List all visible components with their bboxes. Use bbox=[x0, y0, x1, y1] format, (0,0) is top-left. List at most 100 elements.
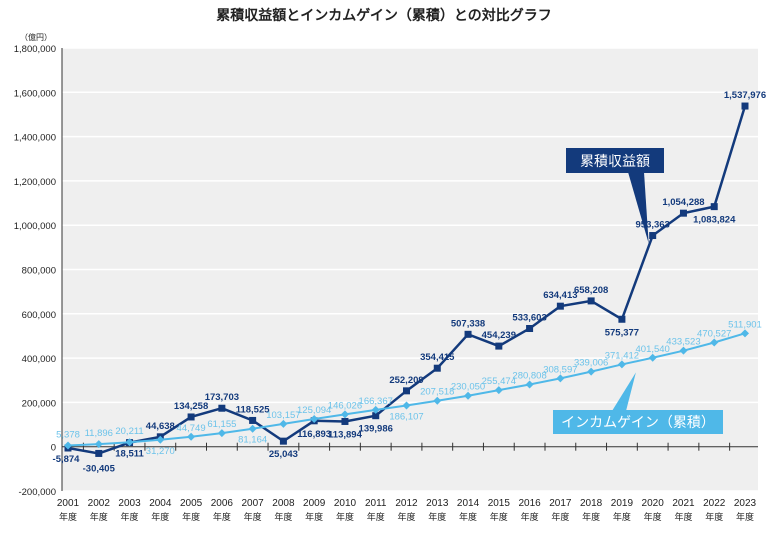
data-label: -30,405 bbox=[83, 463, 116, 474]
data-label: 953,363 bbox=[636, 220, 670, 231]
data-point bbox=[187, 413, 195, 421]
data-label: 25,043 bbox=[269, 449, 298, 460]
x-tick-suffix: 年度 bbox=[459, 511, 477, 522]
x-tick-suffix: 年度 bbox=[551, 511, 569, 522]
x-tick-suffix: 年度 bbox=[705, 511, 723, 522]
x-tick-label: 2006 bbox=[211, 498, 234, 509]
x-tick-suffix: 年度 bbox=[151, 511, 169, 522]
data-label: 31,270 bbox=[146, 446, 175, 457]
data-label: 103,157 bbox=[266, 410, 300, 421]
x-tick-label: 2009 bbox=[303, 498, 326, 509]
data-label: 280,808 bbox=[512, 371, 546, 382]
data-label: 658,208 bbox=[574, 285, 608, 296]
y-tick-label: 600,000 bbox=[22, 310, 56, 321]
data-point bbox=[156, 435, 165, 444]
y-tick-label: 1,200,000 bbox=[14, 177, 56, 188]
x-tick-suffix: 年度 bbox=[336, 511, 354, 522]
data-label: 207,518 bbox=[420, 387, 454, 398]
x-tick-suffix: 年度 bbox=[213, 511, 231, 522]
data-point bbox=[248, 424, 257, 433]
x-tick-label: 2003 bbox=[118, 498, 141, 509]
data-label: 533,603 bbox=[512, 313, 546, 324]
data-point bbox=[587, 367, 596, 376]
data-point bbox=[464, 330, 472, 338]
data-label: 634,413 bbox=[543, 290, 577, 301]
data-label: 173,703 bbox=[205, 392, 239, 403]
chart-title: 累積収益額とインカムゲイン（累積）との対比グラフ bbox=[216, 7, 552, 23]
data-label: 1,083,824 bbox=[693, 215, 736, 226]
data-label: 511,901 bbox=[728, 319, 762, 330]
data-label: 230,050 bbox=[451, 382, 485, 393]
data-label: 1,537,976 bbox=[724, 90, 766, 101]
y-tick-label: 1,800,000 bbox=[14, 44, 56, 55]
data-label: 371,412 bbox=[605, 350, 639, 361]
data-point bbox=[679, 346, 688, 355]
x-tick-suffix: 年度 bbox=[182, 511, 200, 522]
data-label: 401,540 bbox=[636, 344, 670, 355]
legend-box-income-gain bbox=[553, 410, 723, 434]
data-point bbox=[710, 338, 719, 347]
x-tick-suffix: 年度 bbox=[121, 511, 139, 522]
data-point bbox=[556, 374, 565, 383]
data-point bbox=[526, 325, 534, 333]
data-point bbox=[710, 203, 718, 211]
y-tick-label: 1,600,000 bbox=[14, 88, 56, 99]
data-label: 186,107 bbox=[389, 411, 423, 422]
x-tick-label: 2001 bbox=[57, 498, 80, 509]
data-label: 61,155 bbox=[207, 419, 236, 430]
data-label: 44,749 bbox=[177, 423, 206, 434]
data-point bbox=[679, 209, 687, 217]
data-point bbox=[95, 449, 103, 457]
y-tick-label: 1,000,000 bbox=[14, 221, 56, 232]
data-label: 134,258 bbox=[174, 401, 208, 412]
x-tick-suffix: 年度 bbox=[244, 511, 262, 522]
y-tick-label: 0 bbox=[51, 443, 56, 454]
data-point bbox=[649, 232, 657, 240]
data-point bbox=[403, 387, 410, 395]
data-point bbox=[279, 437, 287, 445]
x-tick-label: 2007 bbox=[242, 498, 265, 509]
data-label: 252,209 bbox=[389, 375, 423, 386]
data-label: 18,511 bbox=[115, 449, 144, 460]
y-tick-label: 200,000 bbox=[22, 398, 56, 409]
x-tick-suffix: 年度 bbox=[490, 511, 508, 522]
x-tick-label: 2010 bbox=[334, 498, 357, 509]
data-point bbox=[741, 329, 749, 338]
data-label: 454,239 bbox=[482, 330, 516, 341]
data-point bbox=[464, 391, 473, 400]
data-label: -5,874 bbox=[53, 454, 81, 465]
x-tick-label: 2015 bbox=[488, 498, 511, 509]
data-point bbox=[340, 410, 349, 419]
data-label: 354,415 bbox=[420, 352, 455, 363]
data-point bbox=[341, 417, 349, 425]
data-point bbox=[372, 412, 380, 420]
y-tick-label: 800,000 bbox=[22, 266, 56, 277]
x-tick-suffix: 年度 bbox=[305, 511, 323, 522]
data-point bbox=[618, 315, 626, 323]
x-tick-suffix: 年度 bbox=[644, 511, 662, 522]
data-point bbox=[64, 441, 72, 450]
data-label: 139,986 bbox=[359, 424, 393, 435]
data-point bbox=[556, 302, 564, 310]
legend-label-income-gain: インカムゲイン（累積） bbox=[561, 414, 715, 430]
y-tick-label: -200,000 bbox=[18, 487, 56, 498]
data-point bbox=[249, 416, 257, 424]
data-point bbox=[94, 440, 103, 449]
x-tick-label: 2023 bbox=[734, 498, 757, 509]
x-tick-label: 2018 bbox=[580, 498, 603, 509]
data-label: 146,026 bbox=[328, 400, 362, 411]
legend-label-cumulative-return: 累積収益額 bbox=[580, 153, 650, 169]
x-tick-suffix: 年度 bbox=[274, 511, 292, 522]
data-point bbox=[433, 364, 441, 372]
unit-label: （億円） bbox=[20, 32, 52, 42]
data-label: 11,896 bbox=[85, 428, 113, 439]
x-tick-label: 2005 bbox=[180, 498, 203, 509]
data-label: 118,525 bbox=[236, 404, 271, 415]
data-point bbox=[741, 102, 749, 110]
data-label: 1,054,288 bbox=[662, 197, 704, 208]
data-label: 113,894 bbox=[328, 429, 363, 440]
x-tick-suffix: 年度 bbox=[59, 511, 77, 522]
x-tick-label: 2016 bbox=[518, 498, 541, 509]
